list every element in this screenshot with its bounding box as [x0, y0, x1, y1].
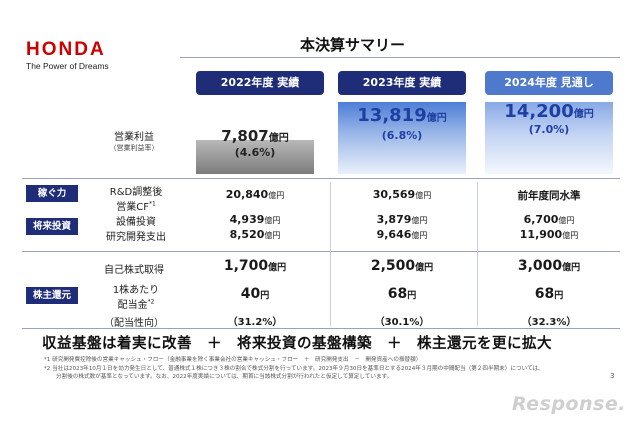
- row-divider: [22, 251, 620, 252]
- rnd-expenditure-2024: 11,900億円: [519, 228, 579, 241]
- operating-profit-2024: 14,200億円: [504, 101, 594, 122]
- rd-adjusted-cf-2023: 30,569億円: [372, 188, 432, 201]
- payout-ratio-label: （配当性向）: [104, 318, 164, 329]
- share-buyback-label: 自己株式取得: [104, 265, 164, 276]
- operating-margin-2024: (7.0%): [528, 123, 570, 136]
- row-divider: [22, 178, 620, 179]
- operating-profit-label: 営業利益 （営業利益率）: [109, 132, 159, 152]
- dividend-per-share-label: 1株あたり 配当金*2: [112, 285, 160, 311]
- share-buyback-2022: 1,700億円: [223, 258, 287, 274]
- logo-tagline: The Power of Dreams: [26, 61, 109, 71]
- operating-profit-bar-2023: [338, 102, 466, 174]
- rd-adjusted-cf-2024: 前年度同水準: [517, 190, 581, 202]
- rnd-expenditure-label: 研究開発支出: [106, 232, 166, 243]
- share-buyback-2023: 2,500億円: [370, 258, 434, 274]
- rnd-expenditure-2022: 8,520億円: [229, 228, 281, 241]
- row-divider: [22, 328, 620, 329]
- operating-profit-bar-2024: [485, 102, 613, 174]
- footnote-2-continued: 分割後の株式数が基準となっています。なお、2022年度実績については、期首に当該…: [56, 374, 393, 380]
- rd-adjusted-cf-2022: 20,840億円: [225, 188, 285, 201]
- badge-future-investment: 将来投資: [26, 218, 78, 235]
- operating-profit-2022: 7,807億円: [221, 127, 289, 145]
- operating-margin-2023: (6.8%): [381, 129, 423, 142]
- page-number: 3: [610, 372, 615, 380]
- capex-2024: 6,700億円: [523, 213, 575, 226]
- column-header-2022: 2022年度 実績: [196, 71, 324, 95]
- column-header-2023: 2023年度 実績: [338, 71, 466, 95]
- rnd-expenditure-2023: 9,646億円: [376, 228, 428, 241]
- response-watermark: Response.: [512, 393, 626, 415]
- badge-shareholder-returns: 株主還元: [26, 287, 78, 304]
- payout-ratio-2022: （31.2%）: [227, 317, 283, 328]
- dividend-2024: 68円: [534, 286, 564, 302]
- footnote-2: *2 当社は2023年10月１日を効力発生日として、普通株式１株につき３株の割合…: [44, 366, 544, 372]
- rd-adjusted-cf-label: R&D調整後 営業CF*1: [109, 187, 163, 213]
- honda-logo: HONDA The Power of Dreams: [26, 39, 109, 72]
- share-buyback-2024: 3,000億円: [517, 258, 581, 274]
- summary-tagline: 収益基盤は着実に改善 ＋ 将来投資の基盤構築 ＋ 株主還元を更に拡大: [42, 336, 552, 352]
- operating-margin-2022: (4.6%): [234, 146, 276, 159]
- operating-profit-bar-2022: [196, 140, 314, 174]
- column-header-2024: 2024年度 見通し: [485, 71, 613, 95]
- capex-label: 設備投資: [116, 217, 156, 228]
- dividend-2022: 40円: [240, 286, 270, 302]
- dividend-2023: 68円: [387, 286, 417, 302]
- capex-2023: 3,879億円: [376, 213, 428, 226]
- slide-title: 本決算サマリー: [300, 36, 406, 54]
- title-divider: [180, 57, 620, 58]
- footnote-1: *1 研究開発費控除後の営業キャッシュ・フロー（金融事業を除く事業会社の営業キャ…: [44, 357, 422, 363]
- payout-ratio-2023: （30.1%）: [374, 317, 430, 328]
- payout-ratio-2024: （32.3%）: [521, 317, 577, 328]
- badge-earning-power: 稼ぐ力: [26, 185, 78, 202]
- column-divider: [330, 182, 331, 326]
- operating-profit-2023: 13,819億円: [357, 105, 447, 126]
- logo-wordmark: HONDA: [26, 39, 106, 60]
- column-divider: [477, 182, 478, 326]
- capex-2022: 4,939億円: [229, 213, 281, 226]
